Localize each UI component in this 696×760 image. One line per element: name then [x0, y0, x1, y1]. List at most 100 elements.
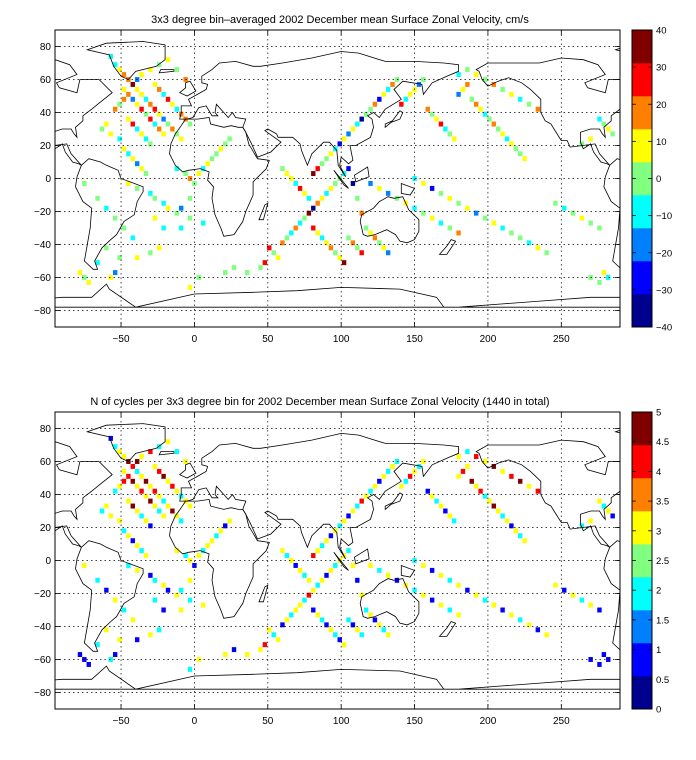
velocity-bin-cell	[368, 180, 373, 186]
velocity-bin-cell	[385, 250, 391, 256]
cycles-bin-cell	[148, 449, 153, 455]
velocity-colorbar-segment	[632, 261, 652, 295]
velocity-colorbar-tick-label: −10	[656, 211, 672, 222]
cycles-bin-cell	[165, 478, 171, 484]
velocity-bin-cell	[381, 91, 386, 97]
velocity-bin-cell	[130, 156, 135, 162]
velocity-colorbar-tick-label: −40	[656, 323, 672, 334]
cycles-bin-cell	[518, 617, 523, 623]
cycles-bin-cell	[341, 518, 347, 524]
velocity-bin-cell	[187, 215, 193, 221]
cycles-bin-cell	[319, 543, 325, 549]
velocity-bin-cell	[297, 220, 303, 226]
velocity-bin-cell	[324, 190, 329, 196]
cycles-bin-cell	[482, 597, 488, 603]
cycles-bin-cell	[306, 577, 312, 583]
velocity-bin-cell	[346, 131, 351, 137]
cycles-bin-cell	[165, 503, 171, 509]
cycles-bin-cell	[390, 463, 395, 469]
velocity-bin-cell	[77, 270, 83, 276]
cycles-bin-cell	[117, 518, 122, 524]
velocity-bin-cell	[460, 86, 466, 92]
cycles-bin-cell	[315, 612, 320, 618]
cycles-bin-cell	[139, 454, 144, 460]
velocity-bin-cell	[509, 91, 514, 97]
cycles-colorbar-tick-label: 5	[656, 408, 661, 419]
cycles-bin-cell	[311, 553, 316, 559]
velocity-bin-cell	[341, 260, 347, 266]
velocity-colorbar-segment	[632, 195, 652, 229]
cycles-coast-line	[400, 564, 416, 578]
cycles-bin-cell	[438, 602, 444, 608]
cycles-bin-cell	[161, 607, 166, 613]
cycles-bin-cell	[126, 533, 131, 539]
velocity-bin-cell	[535, 106, 541, 112]
cycles-bin-cell	[425, 488, 430, 494]
velocity-bin-cell	[139, 106, 144, 112]
cycles-colorbar-segment	[632, 544, 652, 578]
velocity-bin-cell	[152, 106, 157, 112]
velocity-bin-cell	[179, 136, 184, 142]
velocity-bin-cell	[121, 72, 127, 78]
velocity-bin-cell	[297, 185, 303, 191]
velocity-y-tick-label: 80	[40, 42, 52, 53]
cycles-colorbar-segment	[632, 610, 652, 644]
velocity-bin-cell	[324, 156, 329, 162]
cycles-bin-cell	[429, 567, 435, 573]
cycles-bin-cell	[456, 473, 461, 479]
cycles-bin-cell	[385, 468, 391, 474]
cycles-bin-cell	[509, 612, 514, 618]
cycles-bin-cell	[553, 582, 558, 588]
velocity-bin-cell	[183, 171, 188, 177]
velocity-bin-cell	[610, 131, 615, 137]
velocity-bin-cell	[143, 171, 149, 177]
cycles-bin-cell	[346, 513, 351, 519]
velocity-x-tick-label: 250	[553, 334, 570, 345]
cycles-bin-cell	[500, 607, 505, 613]
velocity-bin-cell	[478, 106, 483, 112]
velocity-y-tick-label: −80	[34, 306, 51, 317]
cycles-y-tick-label: 20	[40, 523, 52, 534]
cycles-bin-cell	[337, 523, 342, 529]
cycles-colorbar-tick-label: 4	[656, 467, 661, 478]
velocity-axis-ticks: −50 0 50 100 150 200 250 −80 −60 −40 −20 0 20 40 60 80	[34, 29, 621, 345]
cycles-bin-cell	[148, 632, 153, 638]
velocity-colorbar-segment	[632, 63, 652, 97]
cycles-bin-cell	[148, 498, 153, 504]
cycles-colorbar-segment	[632, 577, 652, 611]
velocity-bin-cell	[359, 116, 364, 122]
cycles-colorbar-segment	[632, 676, 652, 710]
cycles-bin-cell	[130, 617, 135, 623]
cycles-coast-line	[178, 462, 197, 479]
cycles-bin-cell	[143, 478, 149, 484]
velocity-bin-cell	[179, 225, 184, 231]
cycles-bin-cell	[223, 523, 228, 529]
cycles-bin-cell	[491, 602, 496, 608]
velocity-bin-cell	[95, 260, 100, 266]
velocity-bin-cell	[139, 91, 144, 97]
cycles-bin-cell	[284, 553, 290, 559]
velocity-bin-cell	[518, 151, 523, 157]
velocity-bin-cell	[601, 121, 607, 127]
velocity-bin-cell	[337, 255, 342, 261]
velocity-bin-cell	[130, 121, 135, 127]
velocity-x-tick-label: 200	[480, 334, 497, 345]
velocity-bin-cell	[429, 185, 435, 191]
cycles-bin-cell	[95, 577, 100, 583]
cycles-bin-cell	[447, 513, 452, 519]
cycles-bin-cell	[187, 597, 193, 603]
cycles-bin-cell	[451, 518, 457, 524]
cycles-bin-cell	[381, 473, 386, 479]
velocity-coast-line	[458, 296, 620, 308]
cycles-bin-cell	[473, 592, 479, 598]
cycles-bin-cell	[328, 567, 334, 573]
velocity-colorbar-segment	[632, 30, 652, 64]
cycles-colorbar-segment	[632, 511, 652, 545]
cycles-bin-cell	[377, 622, 382, 628]
velocity-bin-cell	[152, 215, 157, 221]
velocity-y-tick-label: 40	[40, 108, 52, 119]
velocity-bin-cell	[518, 96, 523, 102]
velocity-grid	[55, 30, 620, 327]
cycles-bin-cell	[284, 617, 290, 623]
velocity-bin-cell	[487, 116, 492, 122]
